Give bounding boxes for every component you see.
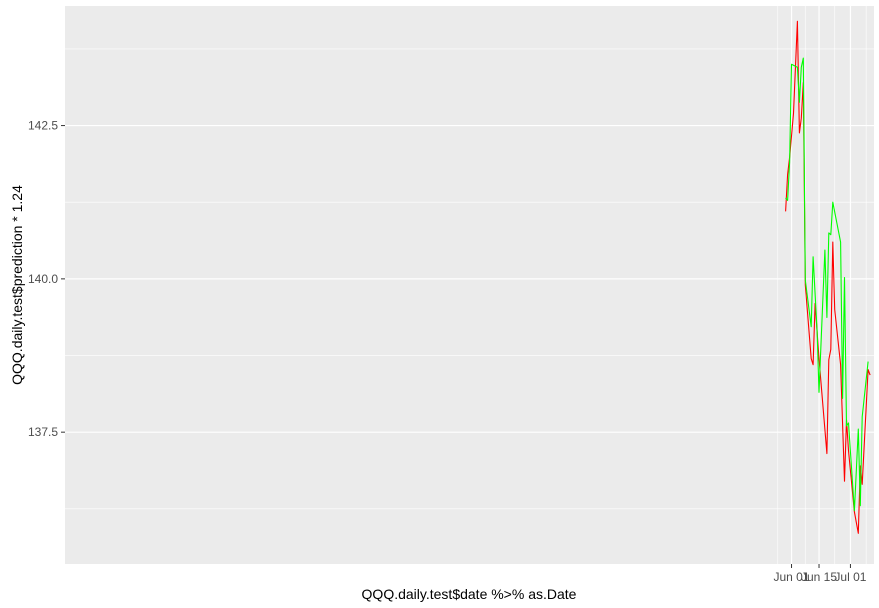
x-tick-label: Jun 15 (801, 570, 837, 584)
y-tick-label: 137.5 (28, 425, 58, 439)
x-axis-title: QQQ.daily.test$date %>% as.Date (362, 586, 577, 602)
series-line-1 (785, 57, 869, 512)
y-axis-title: QQQ.daily.test$prediction * 1.24 (9, 185, 25, 385)
panel-background (65, 6, 874, 564)
x-tick-label: Jul 01 (834, 570, 866, 584)
y-axis: 137.5 140.0 142.5 (28, 119, 65, 439)
y-tick-label: 140.0 (28, 272, 58, 286)
x-tick-label: Jun 01 (774, 570, 810, 584)
series-layer (785, 20, 871, 534)
y-tick-label: 142.5 (28, 119, 58, 133)
